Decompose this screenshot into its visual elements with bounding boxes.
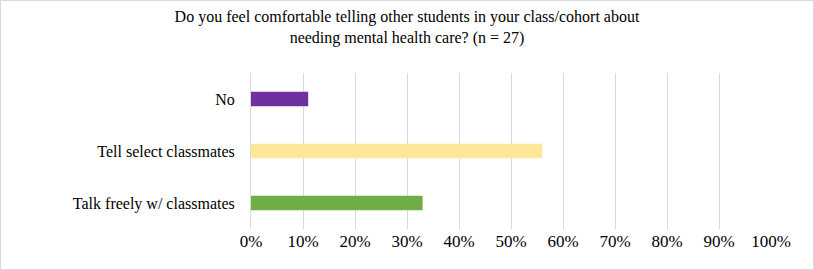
svg-text:30%: 30%: [391, 232, 422, 251]
svg-text:0%: 0%: [240, 232, 263, 251]
svg-text:60%: 60%: [547, 232, 578, 251]
svg-text:70%: 70%: [599, 232, 630, 251]
svg-text:100%: 100%: [751, 232, 791, 251]
svg-text:20%: 20%: [339, 232, 370, 251]
svg-text:80%: 80%: [651, 232, 682, 251]
svg-text:No: No: [215, 91, 235, 108]
svg-text:Do you feel comfortable tellin: Do you feel comfortable telling other st…: [175, 8, 640, 47]
svg-text:50%: 50%: [495, 232, 526, 251]
svg-text:Tell select classmates: Tell select classmates: [97, 143, 235, 160]
svg-text:90%: 90%: [703, 232, 734, 251]
svg-text:40%: 40%: [443, 232, 474, 251]
svg-text:10%: 10%: [287, 232, 318, 251]
svg-text:Talk freely w/ classmates: Talk freely w/ classmates: [73, 195, 235, 213]
